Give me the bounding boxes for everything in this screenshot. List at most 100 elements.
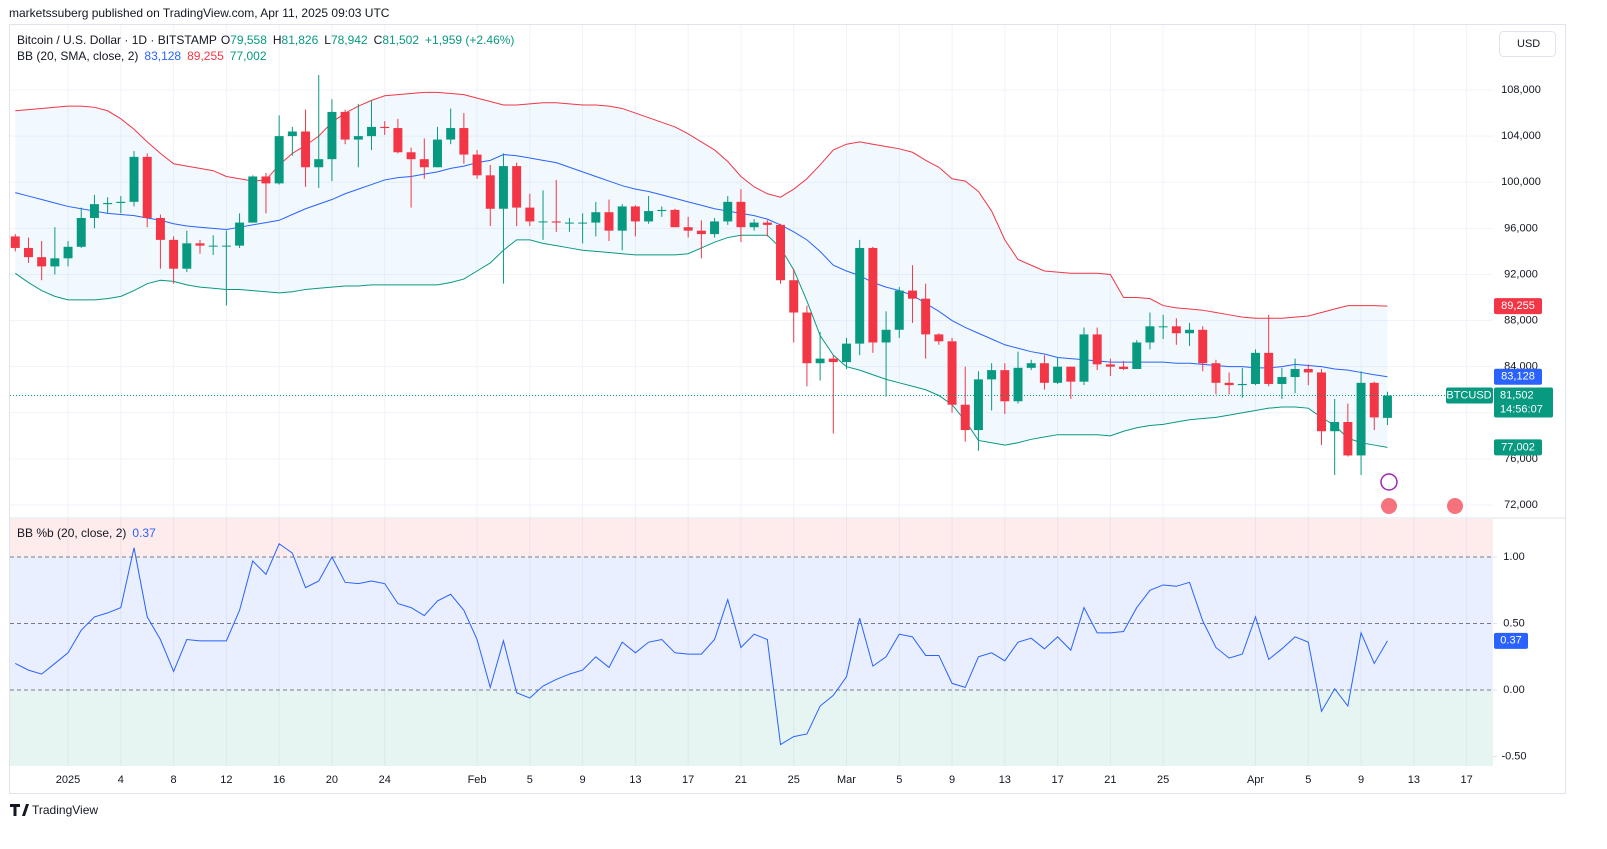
x-tick-label: 5 xyxy=(896,774,902,786)
candle-body xyxy=(301,131,311,168)
candle-body xyxy=(287,131,297,137)
x-tick-label: 24 xyxy=(379,774,391,786)
candle-body xyxy=(538,221,548,223)
candle-body xyxy=(1105,364,1115,367)
price-tag xyxy=(1494,387,1553,418)
candle-body xyxy=(1224,382,1234,386)
candle-body xyxy=(23,247,33,258)
currency[interactable]: USD xyxy=(1517,38,1540,50)
brand: TradingView xyxy=(10,803,98,817)
band-tag xyxy=(1494,439,1542,456)
candle-body xyxy=(380,126,390,129)
candle-body xyxy=(749,222,759,228)
x-tick-label: Mar xyxy=(837,774,856,786)
x-tick-label: 25 xyxy=(1157,774,1169,786)
candle-body xyxy=(1369,382,1379,418)
candle-body xyxy=(828,358,838,363)
ohlc-key: L xyxy=(324,33,331,47)
x-tick-label: Apr xyxy=(1247,774,1264,786)
pb-name: BB %b (20, close, 2) xyxy=(17,526,126,540)
x-tick-label: 13 xyxy=(999,774,1011,786)
candle-body xyxy=(1290,368,1300,378)
candle-body xyxy=(1382,395,1392,418)
candle-body xyxy=(855,247,865,344)
ohlc-value: 78,942 xyxy=(331,33,368,47)
x-tick-label: 20 xyxy=(326,774,338,786)
x-tick-label: 5 xyxy=(1305,774,1311,786)
candle-body xyxy=(973,379,983,431)
y-tick-label: 88,000 xyxy=(1504,314,1538,326)
ohlc-key: H xyxy=(273,33,282,47)
candle-body xyxy=(710,221,720,235)
candle-body xyxy=(1092,334,1102,365)
band-tag xyxy=(1494,368,1542,385)
x-tick-label: 2025 xyxy=(56,774,80,786)
x-tick-label: 13 xyxy=(1408,774,1420,786)
candle-body xyxy=(578,222,588,224)
candle-body xyxy=(1158,326,1168,328)
y-tick-label: 100,000 xyxy=(1501,176,1541,188)
candle-body xyxy=(406,152,416,160)
brand-name: TradingView xyxy=(32,803,98,817)
candle-body xyxy=(195,243,205,246)
candle-body xyxy=(274,136,284,184)
candle-body xyxy=(76,217,86,247)
candle-body xyxy=(314,159,324,168)
candle-body xyxy=(657,209,667,212)
x-tick-label: 17 xyxy=(1051,774,1063,786)
bb-name: BB (20, SMA, close, 2) xyxy=(17,49,138,63)
zone-lower xyxy=(10,690,1493,766)
candle-body xyxy=(644,211,654,222)
ohlc-key: C xyxy=(374,33,383,47)
bb-value: 83,128 xyxy=(144,49,181,63)
bb-value: 77,002 xyxy=(230,49,267,63)
candle-body xyxy=(736,201,746,228)
candle-body xyxy=(683,227,693,231)
candle-body xyxy=(670,209,680,228)
candle-body xyxy=(129,156,139,202)
candle-body xyxy=(1330,422,1340,432)
pb-value: 0.37 xyxy=(132,526,156,540)
candle-body xyxy=(235,222,245,246)
x-tick-label: 8 xyxy=(171,774,177,786)
candle-body xyxy=(1145,326,1155,343)
event-icon[interactable] xyxy=(1381,498,1397,514)
y-tick-label: 0.00 xyxy=(1503,684,1524,696)
candle-body xyxy=(868,247,878,343)
published-line: marketssuberg published on TradingView.c… xyxy=(9,6,390,20)
candle-body xyxy=(1079,334,1089,382)
candle-body xyxy=(182,243,192,269)
band-tag-label: 89,255 xyxy=(1501,300,1535,312)
candle-body xyxy=(142,156,152,218)
candle-body xyxy=(419,159,429,168)
candle-body xyxy=(50,258,60,267)
candle-body xyxy=(1356,382,1366,456)
y-tick-label: 108,000 xyxy=(1501,84,1541,96)
x-tick-label: 13 xyxy=(629,774,641,786)
candle-body xyxy=(960,404,970,431)
candle-body xyxy=(551,221,561,223)
candle-body xyxy=(10,236,20,248)
y-tick-label: 1.00 xyxy=(1503,551,1524,563)
candle-body xyxy=(564,222,574,224)
symbol-title: Bitcoin / U.S. Dollar · 1D · BITSTAMP xyxy=(17,33,217,47)
brand-logo xyxy=(10,804,29,816)
candle-body xyxy=(169,239,179,269)
event-icon[interactable] xyxy=(1380,473,1398,491)
candle-body xyxy=(89,204,99,218)
candle-body xyxy=(248,176,258,223)
price-pane xyxy=(10,25,1493,766)
candle-body xyxy=(353,136,363,140)
y-tick-label: 0.50 xyxy=(1503,617,1524,629)
symbol-tag-label: BTCUSD xyxy=(1446,389,1491,401)
currency-button[interactable] xyxy=(1499,31,1556,57)
candle-body xyxy=(327,111,337,160)
band-tag-label: 83,128 xyxy=(1501,371,1535,383)
band-tag xyxy=(1494,298,1542,315)
chart-frame xyxy=(9,24,1566,794)
x-tick-label: 21 xyxy=(735,774,747,786)
candle-body xyxy=(103,202,113,205)
event-icon[interactable] xyxy=(1447,498,1463,514)
